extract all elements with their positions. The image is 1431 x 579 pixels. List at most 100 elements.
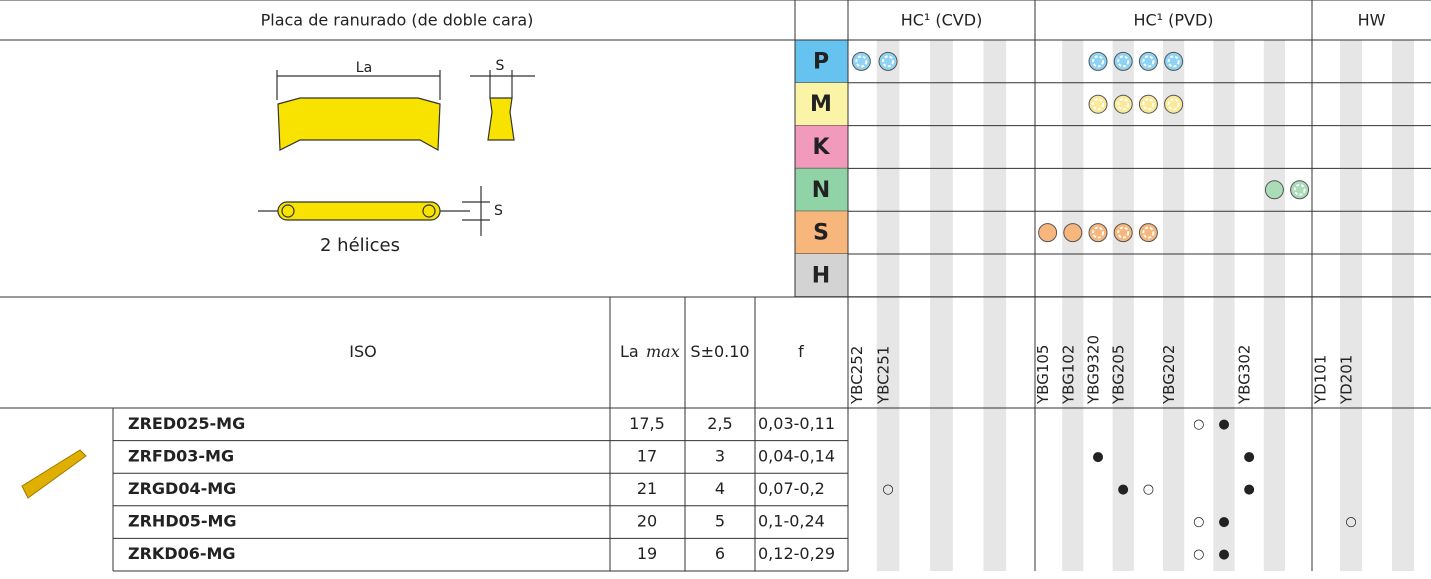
column-stripe <box>1163 40 1185 571</box>
column-stripe <box>1213 40 1235 571</box>
grade-icon-pattern <box>1117 55 1130 68</box>
helix <box>422 204 436 218</box>
grade-mark: ● <box>1244 449 1255 464</box>
iso-code: ZRHD05-MG <box>128 512 237 531</box>
material-letter: M <box>810 92 832 117</box>
column-stripe <box>876 40 900 571</box>
grade-name: YBG9320 <box>1085 335 1103 405</box>
grade-icon-pattern <box>1092 226 1104 239</box>
grade-mark: ○ <box>1193 417 1204 432</box>
grade-icon <box>1088 223 1108 243</box>
grade-icon <box>1164 51 1184 71</box>
grade-icon <box>1164 94 1184 114</box>
grade-icon <box>1113 51 1133 71</box>
s-value: 3 <box>715 446 725 465</box>
caption: 2 hélices <box>320 235 400 256</box>
s-value: 5 <box>715 512 725 531</box>
group-header: HW <box>1358 11 1386 30</box>
grade-name: YBC251 <box>875 346 893 405</box>
f-value: 0,1-0,24 <box>758 512 825 531</box>
grade-icon <box>1088 51 1108 71</box>
la-value: 17,5 <box>629 414 665 433</box>
grade-icon <box>1038 223 1058 243</box>
grade-icon-pattern <box>1167 98 1180 111</box>
s-value: 4 <box>715 479 725 498</box>
grade-icon-pattern <box>1117 98 1130 111</box>
helix <box>281 204 295 218</box>
grade-icon <box>1264 180 1284 200</box>
grade-icon-pattern <box>1293 183 1306 196</box>
insert-drawing <box>258 70 535 236</box>
grade-icon <box>1138 51 1158 71</box>
iso-code: ZRFD03-MG <box>128 446 234 465</box>
grade-mark: ○ <box>882 482 893 497</box>
grade-name: YBG302 <box>1236 345 1254 405</box>
column-stripe <box>1112 40 1134 571</box>
f-value: 0,12-0,29 <box>758 544 835 563</box>
insert-end <box>487 97 515 141</box>
grade-icon <box>1113 94 1133 114</box>
la-value: 17 <box>637 446 657 465</box>
grade-mark: ● <box>1218 515 1229 530</box>
grade-icon <box>1138 94 1158 114</box>
iso-code: ZRED025-MG <box>128 414 245 433</box>
group-header: HC¹ (CVD) <box>901 11 983 30</box>
column-header: S±0.10 <box>690 342 749 361</box>
dim-label: La <box>356 60 372 76</box>
iso-code: ZRGD04-MG <box>128 479 236 498</box>
grade-mark: ● <box>1118 482 1129 497</box>
grade-mark: ● <box>1244 482 1255 497</box>
material-cell <box>795 211 848 254</box>
column-header: ISO <box>349 342 376 361</box>
grade-name: YBC252 <box>848 346 866 405</box>
column-stripe <box>930 40 953 571</box>
grade-icon-pattern <box>1092 55 1104 68</box>
grade-name: YBG202 <box>1160 345 1178 405</box>
product-image <box>21 449 87 499</box>
column-stripe <box>1340 40 1362 571</box>
material-cell <box>795 168 848 212</box>
insert-photo <box>21 449 87 499</box>
grade-icon-pattern <box>1167 55 1180 68</box>
s-value: 2,5 <box>707 414 732 433</box>
grade-mark: ○ <box>1193 547 1204 562</box>
column-header: max <box>646 342 680 361</box>
insert-side <box>277 97 441 151</box>
grade-mark: ○ <box>1193 515 1204 530</box>
la-value: 21 <box>637 479 657 498</box>
grade-mark: ● <box>1218 547 1229 562</box>
column-header: La <box>620 342 639 361</box>
column-stripe <box>1392 40 1414 571</box>
grade-icon-pattern <box>1092 98 1104 111</box>
material-cell <box>795 125 848 169</box>
column-stripe <box>983 40 1007 571</box>
dim-label: S <box>494 203 503 219</box>
grade-icon-pattern <box>882 55 895 68</box>
material-letter: S <box>813 221 829 246</box>
material-letter: N <box>812 178 830 203</box>
group-header: HC¹ (PVD) <box>1133 11 1213 30</box>
material-letter: H <box>812 263 830 288</box>
grade-icon <box>1290 180 1310 200</box>
la-value: 19 <box>637 544 657 563</box>
material-cell <box>795 254 848 297</box>
material-letter: P <box>813 49 829 74</box>
f-value: 0,04-0,14 <box>758 446 835 465</box>
f-value: 0,07-0,2 <box>758 479 825 498</box>
la-value: 20 <box>637 512 657 531</box>
grade-name: YBG105 <box>1034 345 1052 405</box>
grade-icon <box>1088 94 1108 114</box>
grade-name: YD201 <box>1338 355 1356 405</box>
iso-code: ZRKD06-MG <box>128 544 236 563</box>
grade-icon <box>1063 223 1083 243</box>
material-cell <box>795 40 848 83</box>
column-stripe <box>1062 40 1084 571</box>
s-value: 6 <box>715 544 725 563</box>
f-value: 0,03-0,11 <box>758 414 835 433</box>
grade-icon-pattern <box>1117 226 1130 239</box>
column-header: f <box>798 342 804 361</box>
grade-icon <box>878 51 898 71</box>
title: Placa de ranurado (de doble cara) <box>261 11 534 30</box>
grade-mark: ● <box>1218 417 1229 432</box>
